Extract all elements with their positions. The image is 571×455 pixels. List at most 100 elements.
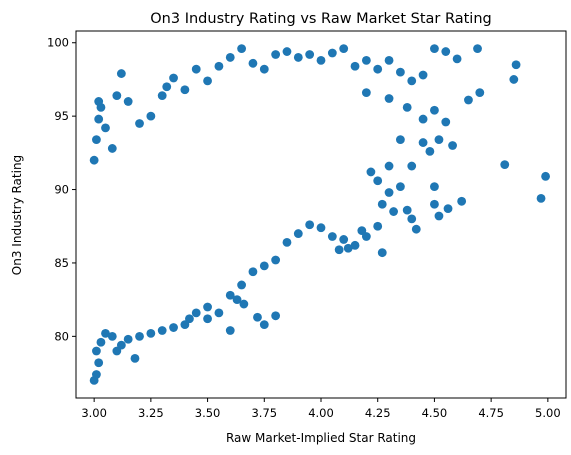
scatter-point bbox=[271, 50, 281, 59]
scatter-point bbox=[407, 161, 417, 171]
scatter-point bbox=[430, 199, 439, 209]
scatter-point bbox=[146, 111, 156, 121]
scatter-point bbox=[366, 167, 376, 177]
scatter-point bbox=[316, 55, 326, 65]
y-tick-label: 80 bbox=[54, 329, 69, 343]
scatter-point bbox=[162, 82, 172, 92]
scatter-point bbox=[350, 61, 360, 71]
scatter-point bbox=[191, 64, 201, 74]
scatter-point bbox=[214, 308, 224, 318]
scatter-point bbox=[92, 346, 101, 356]
scatter-point bbox=[500, 160, 510, 169]
scatter-point bbox=[396, 67, 405, 77]
scatter-point bbox=[259, 64, 269, 74]
scatter-point bbox=[248, 267, 258, 277]
scatter-point bbox=[509, 75, 519, 84]
x-tick-label: 4.75 bbox=[478, 406, 504, 420]
scatter-point bbox=[169, 323, 178, 332]
scatter-point bbox=[473, 44, 482, 54]
scatter-point bbox=[305, 50, 315, 59]
scatter-point bbox=[239, 299, 249, 309]
scatter-point bbox=[271, 311, 281, 321]
scatter-point bbox=[191, 308, 201, 318]
scatter-point bbox=[434, 135, 444, 145]
scatter-point bbox=[259, 320, 269, 329]
y-tick-label: 85 bbox=[54, 256, 69, 270]
plot-area-frame bbox=[75, 30, 567, 399]
scatter-point bbox=[112, 91, 122, 100]
scatter-point bbox=[180, 85, 190, 95]
x-tick-label: 4.50 bbox=[422, 406, 448, 420]
scatter-point bbox=[203, 76, 212, 86]
scatter-point bbox=[169, 73, 178, 83]
x-tick-label: 4.00 bbox=[308, 406, 334, 420]
scatter-point bbox=[430, 105, 439, 115]
scatter-point bbox=[89, 155, 99, 165]
scatter-point bbox=[225, 53, 235, 62]
scatter-point bbox=[350, 240, 360, 250]
x-tick-label: 3.50 bbox=[195, 406, 221, 420]
scatter-point bbox=[101, 329, 110, 338]
scatter-point bbox=[293, 229, 303, 238]
scatter-point bbox=[343, 243, 353, 253]
x-axis-label: Raw Market-Implied Star Rating bbox=[226, 431, 416, 445]
scatter-point bbox=[116, 69, 126, 78]
scatter-point bbox=[441, 117, 451, 127]
scatter-point bbox=[396, 135, 405, 145]
scatter-point bbox=[339, 44, 349, 54]
scatter-point bbox=[123, 97, 133, 106]
scatter-point bbox=[305, 220, 315, 230]
scatter-point bbox=[123, 334, 133, 344]
scatter-point bbox=[418, 70, 428, 80]
scatter-point bbox=[107, 144, 117, 153]
scatter-point bbox=[361, 88, 371, 98]
scatter-point bbox=[430, 182, 439, 192]
scatter-point bbox=[259, 261, 269, 271]
scatter-point bbox=[232, 295, 242, 305]
scatter-point bbox=[377, 248, 387, 258]
scatter-point bbox=[94, 358, 104, 368]
scatter-point bbox=[225, 290, 235, 300]
scatter-point bbox=[135, 331, 144, 341]
y-axis-ticks: 80 85 90 95 100 bbox=[47, 36, 76, 343]
scatter-point bbox=[441, 47, 451, 56]
scatter-point bbox=[316, 223, 326, 233]
scatter-point bbox=[511, 60, 521, 70]
y-axis-label: On3 Industry Rating bbox=[10, 155, 24, 275]
scatter-point bbox=[373, 221, 383, 231]
scatter-point bbox=[384, 188, 394, 197]
scatter-point bbox=[407, 214, 417, 224]
scatter-point bbox=[443, 204, 453, 214]
scatter-point bbox=[384, 161, 394, 171]
scatter-point bbox=[418, 114, 428, 124]
scatter-point bbox=[452, 54, 462, 64]
y-tick-label: 90 bbox=[54, 183, 69, 197]
scatter-point bbox=[541, 171, 550, 181]
scatter-point bbox=[107, 331, 117, 341]
scatter-point bbox=[377, 199, 387, 209]
scatter-point bbox=[94, 114, 104, 124]
scatter-point bbox=[384, 55, 394, 65]
y-tick-label: 95 bbox=[54, 109, 69, 123]
x-tick-label: 3.00 bbox=[81, 406, 107, 420]
scatter-point bbox=[135, 119, 144, 128]
scatter-point bbox=[225, 326, 235, 335]
scatter-point bbox=[434, 211, 444, 221]
scatter-point bbox=[157, 91, 167, 100]
scatter-point bbox=[185, 314, 194, 324]
scatter-point bbox=[361, 232, 371, 241]
scatter-point bbox=[418, 138, 428, 147]
scatter-point bbox=[464, 95, 473, 105]
scatter-point bbox=[282, 237, 292, 247]
scatter-point bbox=[253, 312, 262, 322]
scatter-point bbox=[94, 97, 104, 106]
scatter-point bbox=[402, 205, 412, 215]
scatter-point bbox=[101, 123, 110, 133]
scatter-point bbox=[203, 314, 212, 324]
chart-title: On3 Industry Rating vs Raw Market Star R… bbox=[150, 11, 491, 27]
scatter-point bbox=[130, 353, 140, 363]
scatter-point bbox=[334, 245, 344, 255]
scatter-point bbox=[448, 141, 457, 150]
scatter-points bbox=[89, 44, 550, 385]
x-tick-label: 5.00 bbox=[535, 406, 561, 420]
